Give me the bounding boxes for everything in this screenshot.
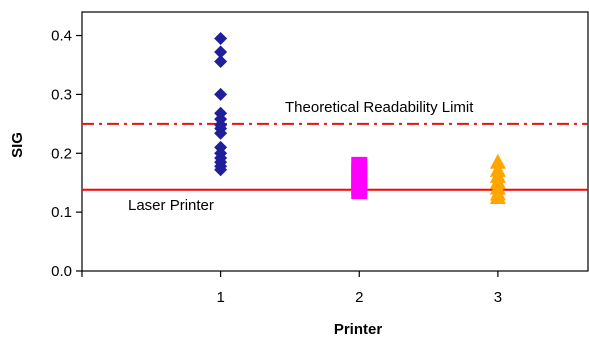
- data-point-printer-2: [351, 185, 368, 200]
- x-tick-label: 3: [494, 289, 502, 306]
- axes: 0.0 0.1 0.2 0.3 0.4 1 2 3: [51, 28, 502, 306]
- y-tick-label: 0.1: [51, 204, 72, 221]
- x-tick-label: 1: [216, 289, 224, 306]
- data-point-printer-3: [489, 189, 506, 205]
- y-axis-title: SIG: [9, 132, 26, 158]
- y-tick-label: 0.3: [51, 86, 72, 103]
- data-point-printer-1: [214, 54, 228, 68]
- reference-line-label-readability: Theoretical Readability Limit: [285, 99, 474, 116]
- reference-lines: [82, 122, 588, 191]
- data-point-printer-1: [214, 31, 228, 45]
- x-axis-title: Printer: [334, 321, 383, 338]
- reference-line-label-laser: Laser Printer: [128, 197, 214, 214]
- data-points: [214, 31, 506, 205]
- data-point-printer-1: [214, 163, 228, 177]
- plot-area-frame: [81, 11, 589, 272]
- data-point-printer-1: [214, 126, 228, 140]
- data-point-printer-3: [489, 153, 506, 169]
- data-point-printer-1: [214, 87, 228, 101]
- data-point-printer-1: [214, 45, 228, 59]
- x-tick-label: 2: [355, 289, 363, 306]
- y-tick-label: 0.2: [51, 145, 72, 162]
- y-tick-label: 0.4: [51, 28, 72, 45]
- y-tick-label: 0.0: [51, 263, 72, 280]
